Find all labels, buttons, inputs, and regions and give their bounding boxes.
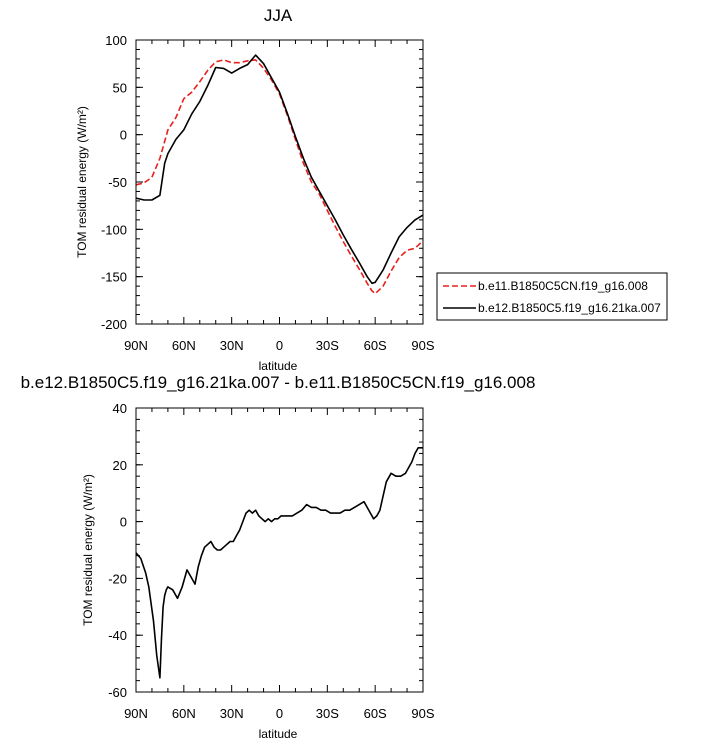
series-line-2: [135, 54, 424, 285]
y-tick-label: -40: [108, 628, 127, 643]
y-tick-label: 0: [120, 128, 127, 143]
top-panel: JJA 90N 60N 30N 0 30S 60S 90S -200 -150 -100 -50 0 5…: [75, 6, 668, 373]
x-tick-label: 30N: [220, 338, 244, 353]
y-tick-label: -100: [101, 222, 127, 237]
y-tick-label: -60: [108, 685, 127, 700]
x-tick-label: 90S: [411, 338, 434, 353]
legend-box: [436, 272, 668, 321]
legend-label-series-1: b.e11.B1850C5CN.f19_g16.008: [478, 279, 648, 293]
x-tick-label: 90S: [411, 706, 434, 721]
y-tick-label: -200: [101, 317, 127, 332]
top-legend: b.e11.B1850C5CN.f19_g16.008 b.e12.B1850C…: [436, 272, 668, 321]
bottom-y-axis-label: TOM residual energy (W/m²): [81, 474, 95, 626]
x-tick-label: 0: [276, 706, 283, 721]
x-tick-label: 30S: [316, 338, 339, 353]
x-tick-label: 60N: [172, 338, 196, 353]
y-tick-label: -20: [108, 571, 127, 586]
y-tick-label: 0: [120, 515, 127, 530]
y-tick-label: 50: [113, 80, 127, 95]
bottom-x-axis-label: latitude: [259, 727, 298, 741]
series-line-1: [135, 446, 423, 679]
x-tick-label: 30N: [220, 706, 244, 721]
x-tick-label: 90N: [124, 338, 148, 353]
bottom-chart-title: b.e12.B1850C5.f19_g16.21ka.007 - b.e11.B…: [21, 373, 536, 392]
x-tick-label: 90N: [124, 706, 148, 721]
y-tick-label: 40: [113, 401, 127, 416]
y-tick-label: -150: [101, 270, 127, 285]
y-tick-label: -50: [108, 175, 127, 190]
y-tick-label: 20: [113, 458, 127, 473]
bottom-plot-frame: [135, 407, 424, 693]
bottom-panel: b.e12.B1850C5.f19_g16.21ka.007 - b.e11.B…: [21, 373, 536, 741]
series-line-1: [135, 59, 424, 295]
x-tick-label: 30S: [316, 706, 339, 721]
top-x-axis-label: latitude: [259, 359, 298, 373]
top-y-axis-label: TOM residual energy (W/m²): [75, 106, 89, 258]
x-tick-label: 60N: [172, 706, 196, 721]
y-tick-label: 100: [105, 33, 127, 48]
top-plot-frame: [135, 39, 424, 325]
top-chart-title: JJA: [264, 6, 293, 25]
x-tick-label: 0: [276, 338, 283, 353]
legend-label-series-2: b.e12.B1850C5.f19_g16.21ka.007: [478, 301, 661, 315]
x-tick-label: 60S: [364, 706, 387, 721]
x-tick-label: 60S: [364, 338, 387, 353]
